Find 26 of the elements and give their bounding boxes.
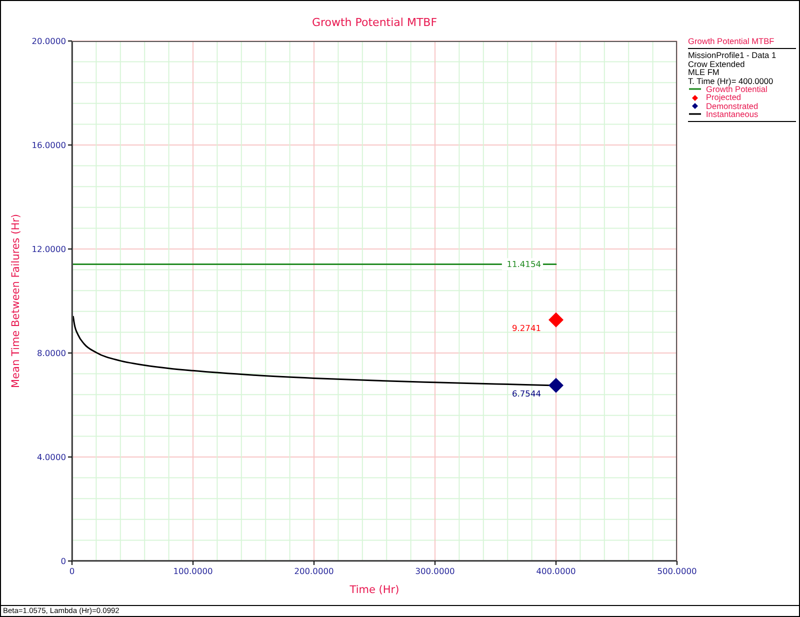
y-tick-label: 16.0000 xyxy=(32,140,66,150)
y-tick-label: 8.0000 xyxy=(36,348,66,358)
legend-label: Demonstrated xyxy=(706,100,758,111)
x-tick-label: 500.0000 xyxy=(657,566,697,576)
data-label: 9.2741 xyxy=(512,322,541,333)
y-tick-label: 4.0000 xyxy=(36,452,66,462)
legend-title: Growth Potential MTBF xyxy=(688,36,774,46)
x-axis-title: Time (Hr) xyxy=(350,584,400,596)
y-tick-label: 0 xyxy=(60,556,66,566)
chart-title: Growth Potential MTBF xyxy=(312,16,438,29)
y-tick-label: 20.0000 xyxy=(32,36,66,46)
x-tick-label: 200.0000 xyxy=(294,566,334,576)
data-label: 6.7544 xyxy=(512,388,541,398)
y-tick-label: 12.0000 xyxy=(32,244,66,254)
text: Crow Extended xyxy=(688,58,745,69)
legend-label: Instantaneous xyxy=(706,109,758,120)
legend-label: Projected xyxy=(706,92,742,102)
y-axis-title: Mean Time Between Failures (Hr) xyxy=(10,214,22,388)
x-tick-label: 100.0000 xyxy=(173,566,213,576)
text: MissionProfile1 - Data 1 xyxy=(688,50,776,60)
x-tick-label: 400.0000 xyxy=(536,566,576,576)
x-tick-label: 300.0000 xyxy=(415,566,455,576)
x-tick-label: 0 xyxy=(69,566,75,576)
text: T. Time (Hr)= 400.0000 xyxy=(688,76,774,86)
text: MLE FM xyxy=(688,67,720,78)
data-label: 11.4154 xyxy=(506,259,541,270)
